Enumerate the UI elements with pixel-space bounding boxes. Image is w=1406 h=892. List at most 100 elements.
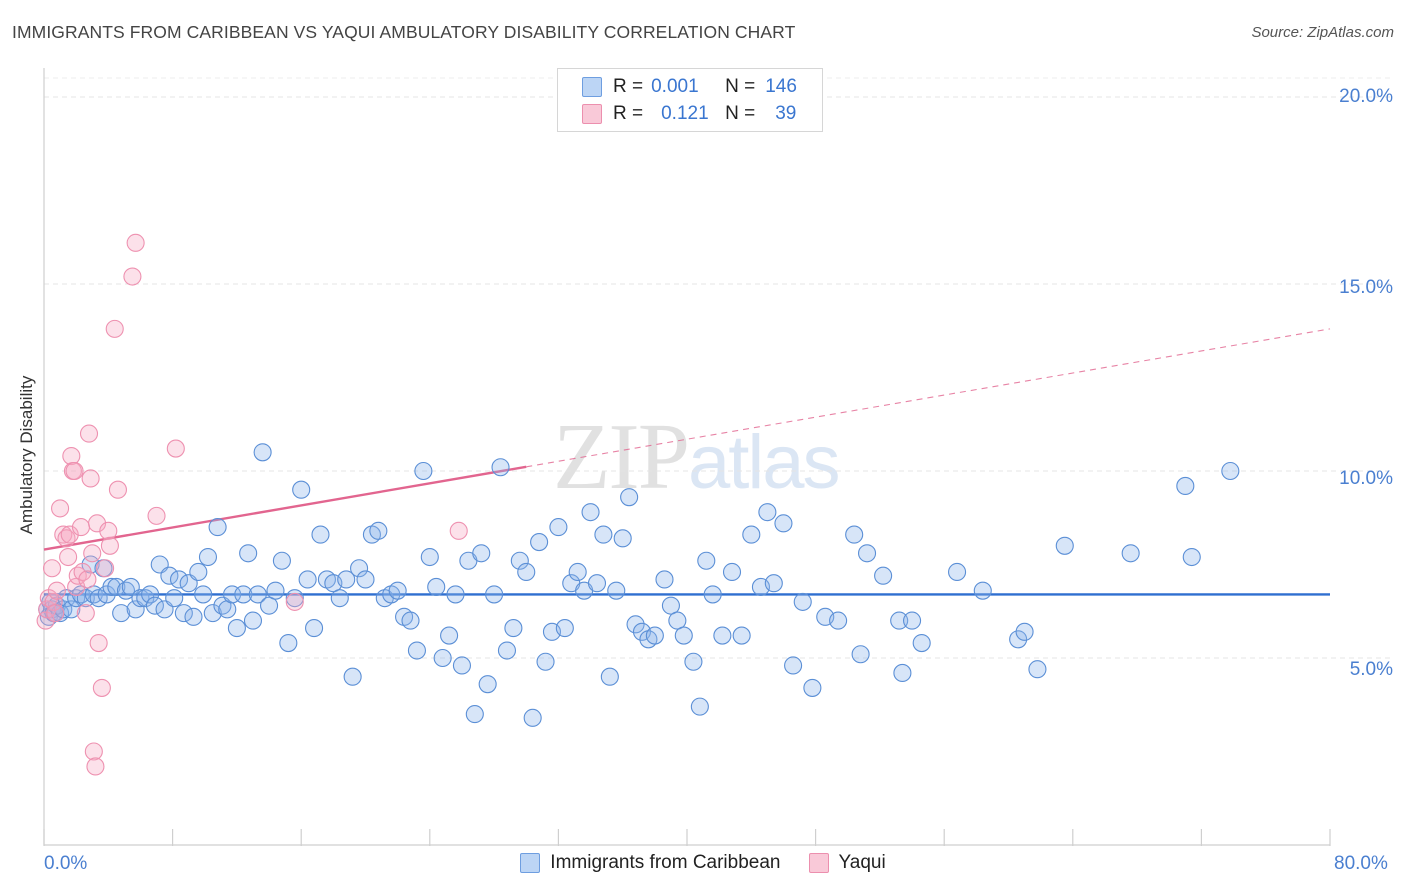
- point-caribbean: [620, 488, 639, 507]
- point-caribbean: [758, 503, 777, 522]
- point-caribbean: [131, 589, 150, 608]
- point-caribbean: [198, 547, 218, 567]
- point-yaqui: [42, 559, 62, 578]
- y-tick-label: 15.0%: [1339, 277, 1393, 298]
- point-caribbean: [169, 570, 189, 589]
- stats-row-yaqui: R = 0.121 N = 39: [558, 100, 796, 128]
- trend-line-yaqui-solid: [43, 465, 527, 551]
- chart-title: IMMIGRANTS FROM CARIBBEAN VS YAQUI AMBUL…: [12, 22, 796, 42]
- point-caribbean: [227, 619, 246, 638]
- point-caribbean: [1121, 544, 1140, 563]
- trend-line-yaqui-dashed: [526, 328, 1331, 468]
- point-caribbean: [141, 585, 160, 604]
- y-axis-label: Ambulatory Disability: [17, 375, 36, 535]
- point-caribbean: [266, 581, 285, 600]
- point-caribbean: [174, 604, 193, 623]
- point-yaqui: [59, 547, 78, 567]
- point-caribbean: [145, 596, 164, 615]
- point-caribbean: [112, 604, 131, 623]
- point-caribbean: [845, 525, 864, 544]
- point-yaqui: [99, 521, 118, 540]
- point-caribbean: [388, 581, 407, 600]
- point-caribbean: [607, 581, 626, 600]
- point-caribbean: [523, 708, 542, 727]
- point-caribbean: [1055, 536, 1074, 555]
- point-caribbean: [189, 562, 208, 582]
- x-tick-label-max: 80.0%: [1334, 853, 1388, 874]
- y-tick-label: 10.0%: [1339, 468, 1393, 489]
- point-caribbean: [1009, 630, 1028, 649]
- point-caribbean: [594, 525, 613, 544]
- point-caribbean: [452, 656, 472, 675]
- point-yaqui: [100, 536, 119, 555]
- point-caribbean: [259, 596, 279, 615]
- point-caribbean: [272, 551, 291, 570]
- point-caribbean: [732, 626, 751, 645]
- n-value: 146: [765, 76, 797, 97]
- point-caribbean: [1176, 476, 1195, 496]
- point-caribbean: [697, 551, 716, 570]
- point-caribbean: [248, 585, 267, 604]
- point-caribbean: [292, 480, 311, 499]
- point-caribbean: [536, 652, 555, 671]
- point-caribbean: [485, 585, 504, 604]
- y-tick-label: 20.0%: [1339, 86, 1393, 107]
- point-caribbean: [774, 514, 793, 533]
- point-caribbean: [497, 641, 517, 660]
- point-yaqui: [166, 439, 185, 458]
- point-caribbean: [243, 611, 263, 630]
- point-yaqui: [86, 757, 105, 776]
- point-yaqui: [96, 559, 115, 578]
- point-caribbean: [478, 675, 497, 694]
- point-yaqui: [89, 633, 108, 653]
- legend-item-yaqui[interactable]: Yaqui: [808, 852, 886, 874]
- n-label: N =: [725, 103, 756, 124]
- point-caribbean: [661, 596, 680, 615]
- axes: [43, 68, 1331, 846]
- r-value: 0.121: [661, 103, 709, 124]
- point-yaqui: [60, 525, 79, 544]
- point-yaqui: [44, 592, 63, 611]
- point-caribbean: [446, 585, 465, 604]
- point-caribbean: [1015, 622, 1034, 641]
- point-caribbean: [369, 521, 388, 540]
- point-caribbean: [510, 551, 529, 570]
- point-caribbean: [239, 544, 258, 563]
- point-caribbean: [973, 581, 992, 600]
- point-caribbean: [407, 641, 426, 660]
- point-caribbean: [1028, 660, 1047, 679]
- point-yaqui: [46, 604, 65, 623]
- point-caribbean: [298, 570, 317, 589]
- r-label: R =: [613, 76, 644, 97]
- point-caribbean: [330, 589, 349, 608]
- point-caribbean: [218, 600, 237, 619]
- point-caribbean: [311, 525, 330, 544]
- point-caribbean: [253, 443, 272, 462]
- point-caribbean: [208, 518, 227, 537]
- grid-lines: [44, 77, 1392, 659]
- point-caribbean: [626, 615, 645, 634]
- point-caribbean: [203, 604, 222, 623]
- legend-item-caribbean[interactable]: Immigrants from Caribbean: [520, 852, 781, 874]
- point-yaqui: [123, 267, 142, 286]
- point-caribbean: [668, 611, 687, 630]
- point-caribbean: [690, 697, 709, 716]
- point-yaqui: [76, 604, 95, 623]
- point-caribbean: [703, 585, 722, 604]
- point-caribbean: [234, 585, 253, 604]
- point-caribbean: [912, 633, 931, 653]
- point-caribbean: [184, 607, 203, 626]
- stats-swatch-pink: [582, 104, 602, 124]
- legend-swatch-blue: [520, 853, 541, 873]
- legend-label: Yaqui: [838, 852, 886, 873]
- trend-lines: [43, 328, 1331, 596]
- point-caribbean: [420, 547, 439, 567]
- point-caribbean: [902, 611, 922, 630]
- point-caribbean: [549, 518, 568, 537]
- point-caribbean: [874, 566, 893, 585]
- y-tick-label: 5.0%: [1349, 659, 1393, 680]
- stats-row-caribbean: R = 0.001 N = 146: [558, 73, 797, 101]
- point-caribbean: [713, 626, 732, 645]
- point-caribbean: [414, 461, 433, 481]
- point-caribbean: [504, 619, 523, 638]
